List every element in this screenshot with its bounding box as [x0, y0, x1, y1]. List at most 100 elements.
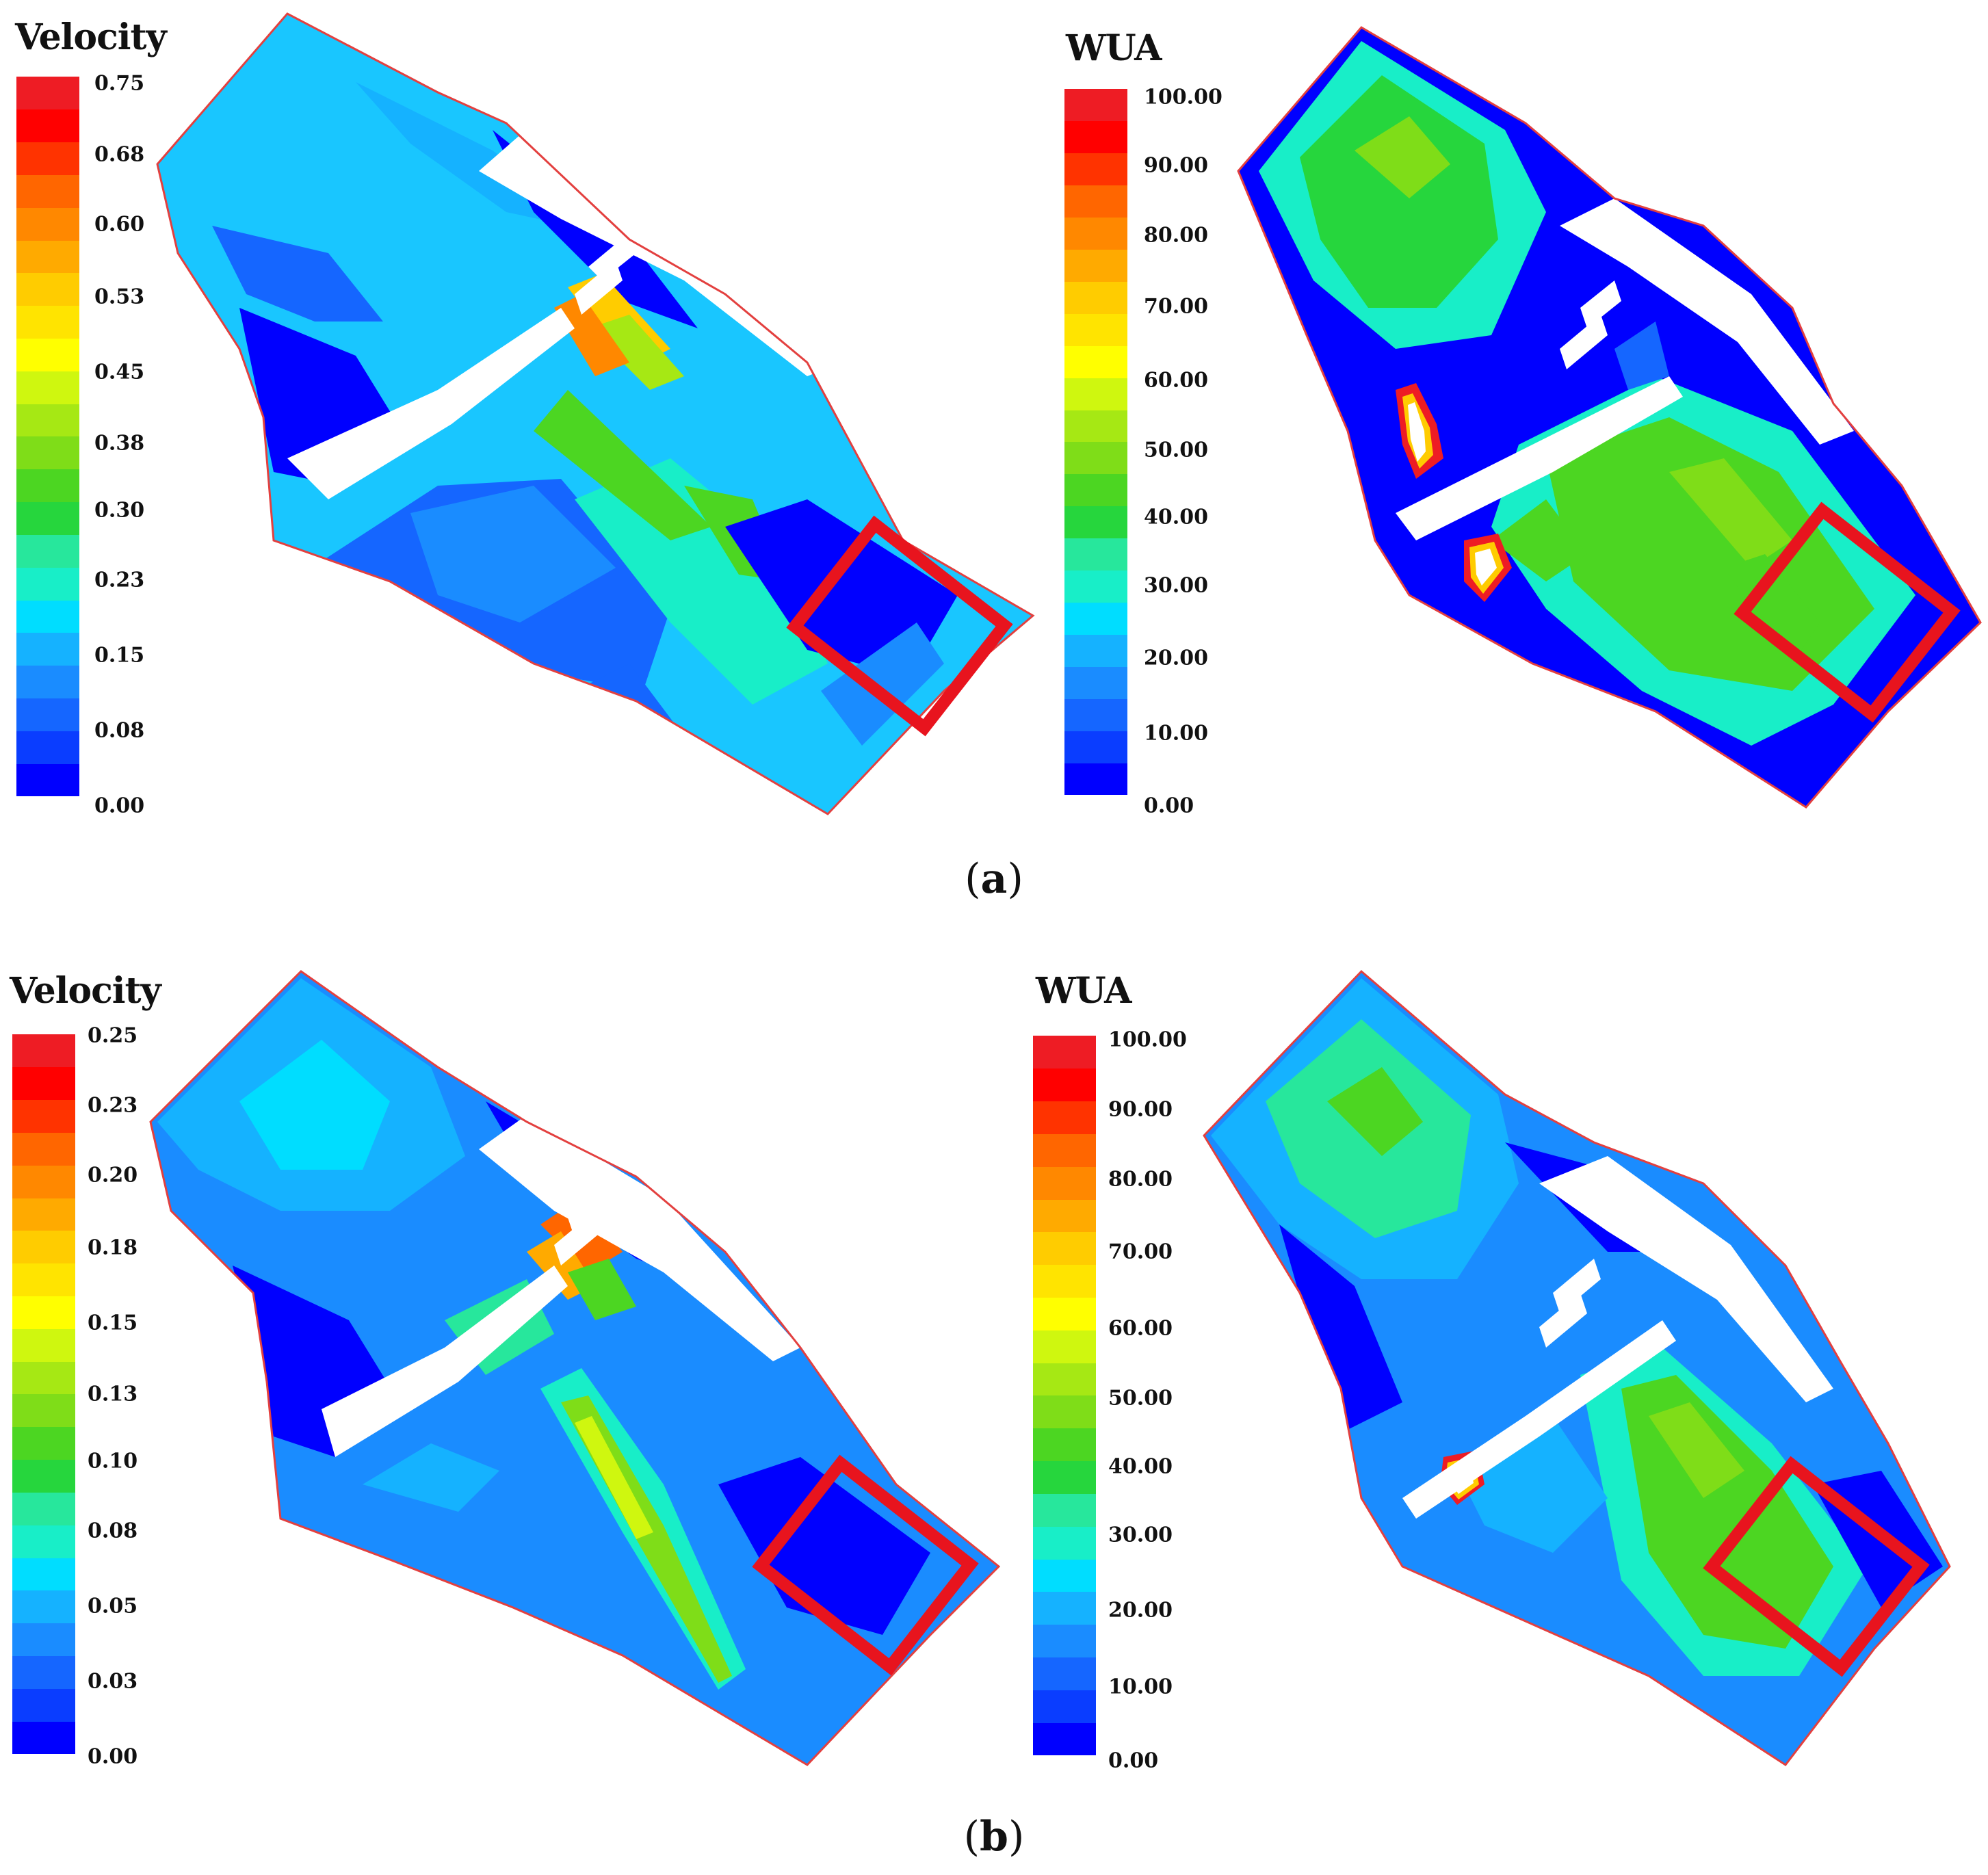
colorbar-segment: [1033, 1199, 1096, 1233]
colorbar-segment: [16, 632, 79, 666]
colorbar-segment: [1033, 1068, 1096, 1102]
velocity-map-b: [149, 970, 1001, 1766]
wua-colorbar-b: [1033, 1036, 1096, 1756]
velocity-tick: 0.15: [94, 643, 145, 668]
wua-legend-title: WUA: [1036, 970, 1132, 1012]
colorbar-segment: [1033, 1428, 1096, 1462]
colorbar-segment: [1064, 442, 1127, 475]
colorbar-segment: [16, 436, 79, 470]
wua-map-a: [1237, 26, 1982, 809]
velocity-tick: 0.23: [88, 1093, 138, 1118]
wua-tick: 10.00: [1108, 1675, 1173, 1699]
colorbar-segment: [16, 109, 79, 143]
velocity-map-a: [156, 12, 1035, 815]
colorbar-segment: [12, 1066, 75, 1101]
colorbar-segment: [12, 1492, 75, 1525]
velocity-tick: 0.23: [94, 568, 145, 592]
wua-colorbar-a: [1064, 89, 1127, 796]
colorbar-segment: [16, 207, 79, 241]
wua-tick: 50.00: [1144, 438, 1208, 462]
colorbar-segment: [1033, 1297, 1096, 1330]
colorbar-segment: [12, 1165, 75, 1198]
colorbar-segment: [16, 272, 79, 306]
velocity-tick: 0.45: [94, 360, 145, 384]
colorbar-segment: [1033, 1690, 1096, 1723]
highlight-box: [1734, 501, 1961, 723]
velocity-colorbar-a: [16, 77, 79, 797]
colorbar-segment: [16, 469, 79, 503]
colorbar-segment: [1033, 1166, 1096, 1200]
colorbar-segment: [1064, 473, 1127, 507]
colorbar-segment: [1064, 378, 1127, 410]
colorbar-segment: [1064, 281, 1127, 314]
wua-map-b: [1203, 969, 1951, 1767]
colorbar-segment: [16, 567, 79, 601]
wua-tick: 100.00: [1144, 85, 1222, 109]
highlight-box: [786, 515, 1013, 737]
colorbar-segment: [1064, 313, 1127, 346]
velocity-tick: 0.08: [94, 718, 145, 743]
colorbar-segment: [12, 1296, 75, 1329]
velocity-tick: 0.60: [94, 212, 145, 237]
velocity-tick: 0.38: [94, 431, 145, 456]
colorbar-segment: [16, 338, 79, 371]
wua-tick: 80.00: [1144, 223, 1208, 248]
wua-tick: 70.00: [1108, 1240, 1173, 1264]
colorbar-segment: [16, 404, 79, 437]
colorbar-segment: [1033, 1591, 1096, 1625]
colorbar-segment: [1033, 1231, 1096, 1266]
wua-legend-title: WUA: [1066, 27, 1162, 69]
highlight-box: [1703, 1456, 1930, 1677]
colorbar-segment: [1064, 153, 1127, 186]
colorbar-segment: [1064, 345, 1127, 378]
colorbar-segment: [1033, 1330, 1096, 1363]
colorbar-segment: [12, 1099, 75, 1133]
wua-tick: 20.00: [1108, 1598, 1173, 1623]
colorbar-segment: [16, 763, 79, 797]
velocity-tick: 0.18: [88, 1235, 138, 1260]
colorbar-segment: [1033, 1493, 1096, 1527]
colorbar-segment: [12, 1590, 75, 1624]
velocity-tick: 0.68: [94, 142, 145, 167]
colorbar-segment: [12, 1132, 75, 1166]
velocity-colorbar-b: [12, 1034, 75, 1755]
colorbar-segment: [1064, 185, 1127, 218]
velocity-tick: 0.03: [88, 1669, 138, 1694]
colorbar-segment: [1064, 602, 1127, 635]
colorbar-segment: [12, 1558, 75, 1591]
colorbar-segment: [1064, 538, 1127, 571]
velocity-tick: 0.75: [94, 71, 145, 96]
colorbar-segment: [16, 174, 79, 208]
colorbar-segment: [12, 1459, 75, 1493]
colorbar-segment: [12, 1230, 75, 1264]
colorbar-segment: [12, 1721, 75, 1755]
colorbar-segment: [12, 1034, 75, 1068]
colorbar-segment: [16, 77, 79, 110]
velocity-tick: 0.08: [88, 1519, 138, 1543]
wua-tick: 0.00: [1108, 1748, 1159, 1773]
panel-label-a: (a): [965, 855, 1023, 903]
wua-tick: 90.00: [1144, 153, 1208, 178]
colorbar-segment: [12, 1263, 75, 1297]
velocity-tick: 0.00: [88, 1744, 138, 1769]
colorbar-segment: [1064, 249, 1127, 282]
colorbar-segment: [12, 1525, 75, 1558]
velocity-legend-title: Velocity: [15, 16, 167, 58]
colorbar-segment: [1064, 763, 1127, 796]
colorbar-segment: [16, 501, 79, 535]
panel-label-b: (b): [963, 1813, 1025, 1861]
colorbar-segment: [1033, 1363, 1096, 1396]
colorbar-segment: [1033, 1133, 1096, 1167]
colorbar-segment: [1064, 634, 1127, 667]
colorbar-segment: [1064, 217, 1127, 250]
wua-tick: 60.00: [1108, 1316, 1173, 1341]
wua-tick: 80.00: [1108, 1167, 1173, 1192]
velocity-tick: 0.53: [94, 285, 145, 309]
colorbar-segment: [12, 1361, 75, 1395]
velocity-tick: 0.30: [94, 498, 145, 523]
wua-tick: 10.00: [1144, 721, 1208, 746]
colorbar-segment: [1033, 1264, 1096, 1298]
colorbar-segment: [16, 305, 79, 339]
colorbar-segment: [16, 665, 79, 699]
colorbar-segment: [1064, 731, 1127, 763]
